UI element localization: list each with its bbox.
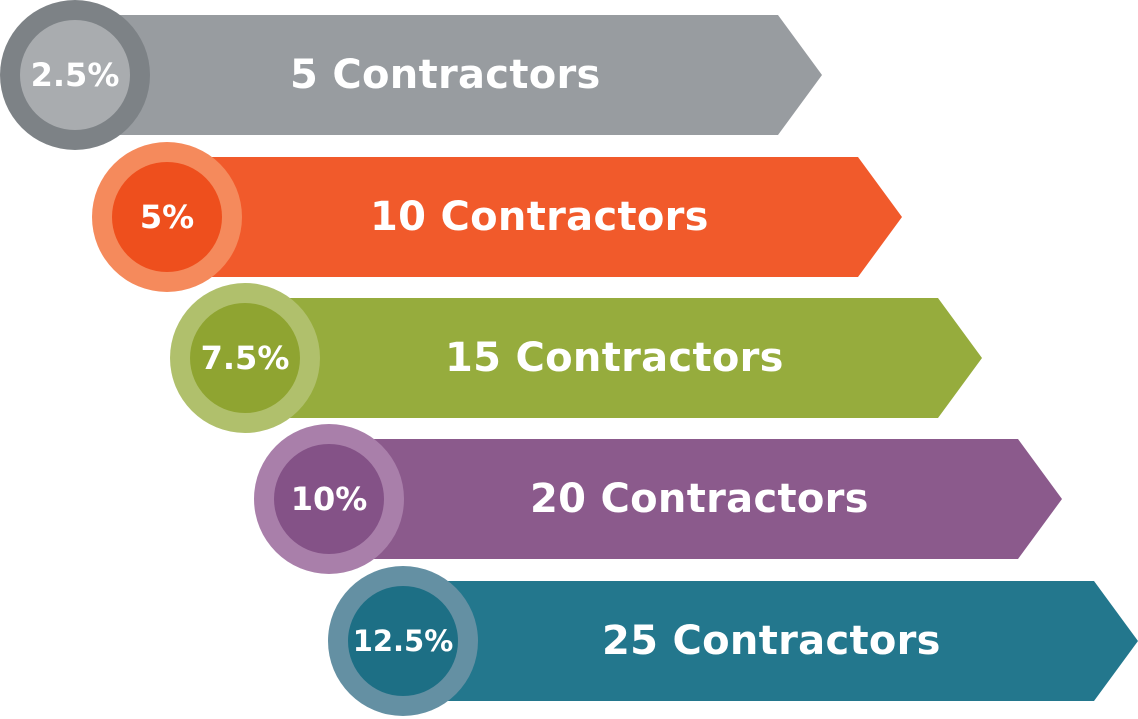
step-4-badge: 10%: [254, 424, 404, 574]
step-1-percent: 2.5%: [20, 20, 130, 130]
step-5-percent: 12.5%: [348, 586, 458, 696]
step-3-arrow: 15 Contractors: [230, 298, 982, 418]
step-4-arrow: 20 Contractors: [314, 439, 1062, 559]
step-1-label: 5 Contractors: [290, 52, 601, 98]
step-5-badge: 12.5%: [328, 566, 478, 716]
step-3-percent: 7.5%: [190, 303, 300, 413]
step-1: 5 Contractors 2.5%: [0, 0, 822, 150]
step-2-percent: 5%: [112, 162, 222, 272]
step-1-badge: 2.5%: [0, 0, 150, 150]
step-4-percent: 10%: [274, 444, 384, 554]
step-4-label: 20 Contractors: [530, 476, 869, 522]
step-4: 20 Contractors 10%: [254, 424, 1062, 574]
step-5-label: 25 Contractors: [602, 618, 941, 664]
step-5: 25 Contractors 12.5%: [328, 566, 1138, 716]
step-2: 10 Contractors 5%: [92, 142, 902, 292]
step-1-arrow: 5 Contractors: [60, 15, 822, 135]
step-3-badge: 7.5%: [170, 283, 320, 433]
step-5-arrow: 25 Contractors: [388, 581, 1138, 701]
step-2-label: 10 Contractors: [370, 194, 709, 240]
step-3-label: 15 Contractors: [445, 335, 784, 381]
step-2-arrow: 10 Contractors: [152, 157, 902, 277]
step-3: 15 Contractors 7.5%: [170, 283, 982, 433]
step-2-badge: 5%: [92, 142, 242, 292]
